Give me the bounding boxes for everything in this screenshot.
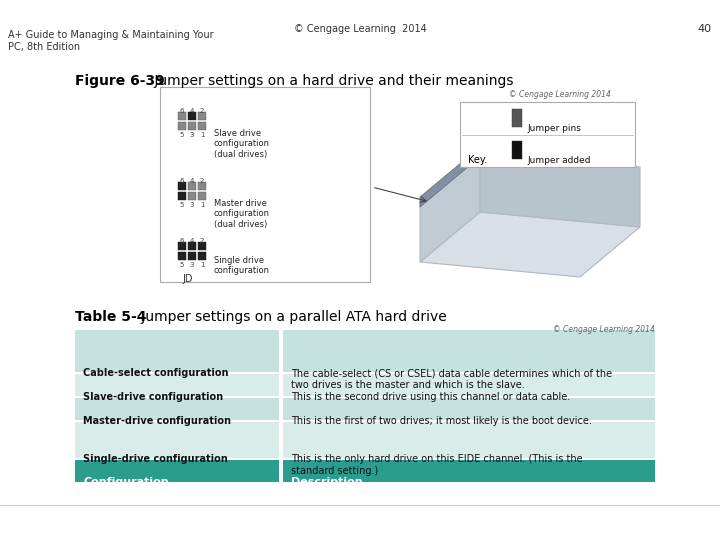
Text: This is the only hard drive on this EIDE channel. (This is the
standard setting.: This is the only hard drive on this EIDE… <box>291 454 582 476</box>
Text: Cable-select configuration: Cable-select configuration <box>83 368 228 378</box>
Text: 3: 3 <box>190 262 194 268</box>
Bar <box>178 192 186 200</box>
Text: Key.: Key. <box>468 155 487 165</box>
Bar <box>178 252 186 260</box>
Text: Description: Description <box>291 477 363 487</box>
Text: © Cengage Learning 2014: © Cengage Learning 2014 <box>553 325 655 334</box>
Bar <box>75 398 279 420</box>
Bar <box>178 182 186 190</box>
Text: Jumper settings on a hard drive and their meanings: Jumper settings on a hard drive and thei… <box>150 74 513 88</box>
Text: 1: 1 <box>199 132 204 138</box>
Text: Single-drive configuration: Single-drive configuration <box>83 454 228 464</box>
Bar <box>283 422 655 458</box>
Text: 4: 4 <box>190 178 194 184</box>
Text: Jumper added: Jumper added <box>527 156 590 165</box>
Bar <box>198 182 206 190</box>
Text: 4: 4 <box>190 238 194 244</box>
Text: 40: 40 <box>698 24 712 34</box>
Bar <box>283 460 655 482</box>
Bar <box>188 112 196 120</box>
Text: 4: 4 <box>190 108 194 114</box>
Bar <box>460 102 635 167</box>
Polygon shape <box>420 147 480 207</box>
Bar <box>188 122 196 130</box>
Text: Configuration: Configuration <box>83 477 168 487</box>
Text: 6: 6 <box>180 238 184 244</box>
Bar <box>188 192 196 200</box>
Bar <box>512 109 522 127</box>
Bar <box>283 374 655 396</box>
Polygon shape <box>420 152 480 262</box>
Text: © Cengage Learning 2014: © Cengage Learning 2014 <box>509 90 611 99</box>
Bar <box>198 242 206 250</box>
Text: 3: 3 <box>190 132 194 138</box>
Bar <box>198 122 206 130</box>
Text: Figure 6-39: Figure 6-39 <box>75 74 165 88</box>
Bar <box>160 87 370 282</box>
Text: 5: 5 <box>180 202 184 208</box>
Text: A+ Guide to Managing & Maintaining Your
PC, 8th Edition: A+ Guide to Managing & Maintaining Your … <box>8 30 214 52</box>
Text: 3: 3 <box>190 202 194 208</box>
Text: Jumper pins: Jumper pins <box>527 124 581 133</box>
Bar <box>198 252 206 260</box>
Text: 5: 5 <box>180 132 184 138</box>
Text: Slave-drive configuration: Slave-drive configuration <box>83 392 223 402</box>
Text: 2: 2 <box>200 178 204 184</box>
Text: 6: 6 <box>180 178 184 184</box>
Text: Slave drive
configuration
(dual drives): Slave drive configuration (dual drives) <box>214 129 270 159</box>
Text: Single drive
configuration: Single drive configuration <box>214 256 270 275</box>
Bar <box>198 192 206 200</box>
Bar <box>512 141 522 159</box>
Bar <box>283 330 655 372</box>
Text: Master-drive configuration: Master-drive configuration <box>83 416 231 426</box>
Bar <box>75 460 279 482</box>
Bar <box>188 182 196 190</box>
Polygon shape <box>420 212 640 277</box>
Bar <box>188 252 196 260</box>
Text: The cable-select (CS or CSEL) data cable determines which of the
two drives is t: The cable-select (CS or CSEL) data cable… <box>291 368 612 389</box>
Bar <box>75 374 279 396</box>
Text: 6: 6 <box>180 108 184 114</box>
Text: Jumper settings on a parallel ATA hard drive: Jumper settings on a parallel ATA hard d… <box>137 310 446 324</box>
Text: Table 5-4: Table 5-4 <box>75 310 146 324</box>
Bar <box>178 242 186 250</box>
Text: 2: 2 <box>200 108 204 114</box>
Bar <box>75 422 279 458</box>
Bar <box>75 330 279 372</box>
Bar <box>283 398 655 420</box>
Polygon shape <box>480 152 640 227</box>
Bar <box>198 112 206 120</box>
Text: 1: 1 <box>199 262 204 268</box>
Text: JD: JD <box>182 274 192 284</box>
Text: Master drive
configuration
(dual drives): Master drive configuration (dual drives) <box>214 199 270 229</box>
Text: 2: 2 <box>200 238 204 244</box>
Bar <box>178 112 186 120</box>
Text: 1: 1 <box>199 202 204 208</box>
Bar <box>178 122 186 130</box>
Text: 5: 5 <box>180 262 184 268</box>
Text: This is the second drive using this channel or data cable.: This is the second drive using this chan… <box>291 392 570 402</box>
Text: © Cengage Learning  2014: © Cengage Learning 2014 <box>294 24 426 34</box>
Text: This is the first of two drives; it most likely is the boot device.: This is the first of two drives; it most… <box>291 416 592 426</box>
Bar <box>188 242 196 250</box>
